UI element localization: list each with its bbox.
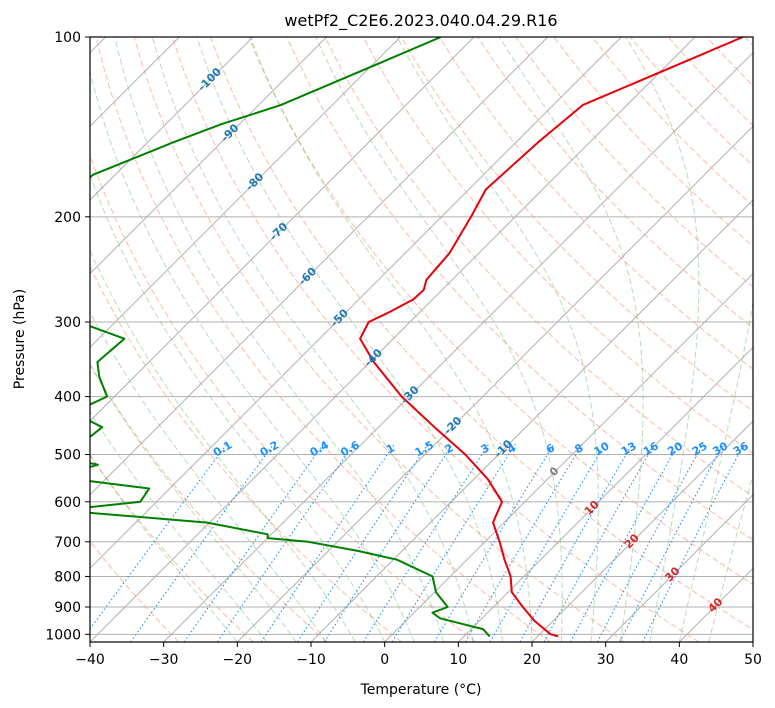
x-tick-label: −30	[149, 652, 179, 668]
dry-adiabat-line	[133, 37, 625, 642]
dry-adiabat-line	[362, 37, 753, 455]
y-tick-label: 500	[54, 448, 81, 464]
isotherm-gridline	[90, 37, 475, 422]
dry-adiabat-line	[95, 37, 551, 642]
moist-adiabat-line	[250, 37, 533, 642]
mixing-ratio-line	[489, 443, 606, 642]
y-tick-label: 400	[54, 390, 81, 406]
isotherm-gridline	[90, 37, 622, 570]
isotherm-gridline	[90, 37, 401, 349]
x-tick-label: −10	[296, 652, 326, 668]
mixing-ratio-line	[519, 443, 633, 642]
isotherm-gridline	[310, 199, 753, 642]
dry-adiabat-line	[286, 37, 753, 541]
mixing-ratio-line	[464, 443, 583, 642]
moist-adiabat-line	[90, 249, 356, 642]
temperature-profile	[359, 37, 744, 638]
moist-adiabat-line	[90, 454, 238, 642]
dry-adiabat-line	[171, 37, 700, 642]
moist-adiabat-line	[114, 37, 445, 642]
plot-frame	[89, 36, 754, 643]
y-axis-title: Pressure (hPa)	[12, 289, 28, 389]
y-tick-label: 900	[54, 600, 81, 616]
dry-adiabat-line	[90, 453, 254, 642]
pressure-grid	[90, 37, 753, 642]
dry-adiabat-line	[400, 37, 753, 412]
y-tick-label: 200	[54, 210, 81, 226]
y-tick-label: 100	[54, 30, 81, 46]
dry-adiabat-line	[90, 153, 477, 642]
chart-title: wetPf2_C2E6.2023.040.04.29.R16	[284, 11, 557, 31]
x-axis-title: Temperature (°C)	[360, 682, 482, 698]
dry-adiabat-line	[324, 37, 753, 498]
plot-area: -100-90-80-70-60-50-40-30-20-10010203040…	[90, 37, 753, 642]
x-tick-label: −40	[75, 652, 105, 668]
isotherm-gridline	[531, 420, 753, 642]
moist-adiabat-line	[90, 173, 386, 642]
mixing-ratio-line	[130, 443, 275, 642]
isotherm-gridline	[163, 51, 753, 642]
dry-adiabat-line	[90, 363, 328, 642]
mixing-ratio-labels: 0.1 0.2 0.4 0.6 1 1.5 2 3 4 6 8 10 13 16 20 25 30 36	[211, 438, 751, 459]
mixing-ratio-line	[391, 443, 516, 642]
mixing-ratio-line	[183, 443, 324, 642]
moist-adiabat-line	[396, 37, 599, 642]
mixing-ratio-line	[596, 443, 704, 642]
mixing-ratio-line	[433, 443, 555, 642]
axes: −40 −30 −20 −10 0 10 20 30 40 50 100 200 300 400 500 60…	[45, 30, 762, 668]
isotherm-gridline	[90, 37, 696, 642]
isotherm-gridline	[90, 37, 254, 201]
dry-adiabat-line	[515, 37, 753, 288]
isotherm-gridline	[90, 37, 328, 275]
dry-adiabats	[90, 37, 753, 642]
y-tick-label: 800	[54, 569, 81, 585]
isotherm-gridline	[457, 346, 753, 642]
moist-adiabats	[90, 37, 753, 642]
isotherm-gridline	[605, 493, 753, 642]
moist-adiabat-line	[196, 37, 503, 642]
y-tick-label: 600	[54, 495, 81, 511]
mixing-ratio-line	[260, 443, 396, 642]
dry-adiabat-line	[210, 37, 753, 631]
mixing-ratio-line	[216, 443, 355, 642]
dry-adiabat-line	[248, 37, 753, 586]
x-tick-label: 30	[597, 652, 615, 668]
x-tick-label: 50	[744, 652, 762, 668]
x-tick-label: 20	[523, 652, 541, 668]
x-tick-label: 40	[670, 652, 688, 668]
dry-adiabat-line	[90, 540, 180, 642]
y-tick-label: 300	[54, 315, 81, 331]
dry-adiabat-line	[90, 265, 403, 642]
isotherm-gridline	[90, 37, 549, 496]
dewpoint-profile	[90, 37, 491, 638]
isotherm-gridline	[384, 272, 753, 642]
mixing-ratio-line	[297, 443, 429, 642]
isotherm-gridline	[236, 125, 753, 642]
y-tick-label: 700	[54, 535, 81, 551]
moist-adiabat-line	[498, 37, 644, 642]
mixing-ratio-line	[362, 443, 490, 642]
mixing-ratio-lines	[90, 443, 745, 642]
x-tick-label: 10	[449, 652, 467, 668]
x-tick-label: 0	[380, 652, 389, 668]
y-tick-label: 1000	[45, 627, 81, 643]
x-tick-label: −20	[223, 652, 253, 668]
moist-adiabat-line	[625, 37, 700, 642]
moist-adiabat-line	[315, 37, 563, 642]
moist-adiabat-line	[90, 411, 268, 642]
moist-adiabat-line	[90, 69, 415, 642]
mixing-ratio-line	[323, 443, 454, 642]
